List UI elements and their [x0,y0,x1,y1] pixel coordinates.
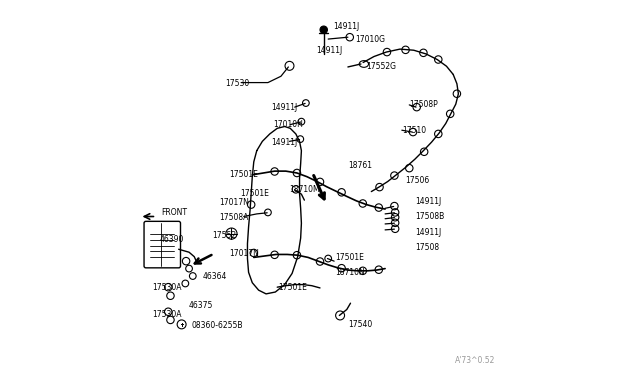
Text: 17552: 17552 [212,231,236,240]
Text: 18710M: 18710M [289,185,320,194]
Text: 17508P: 17508P [410,100,438,109]
Text: 17530A: 17530A [152,310,181,319]
Text: 17501E: 17501E [278,283,307,292]
Text: 17017N: 17017N [220,198,250,207]
Text: 17508B: 17508B [415,212,444,221]
Text: 17501E: 17501E [240,189,269,198]
Text: 17501E: 17501E [335,253,364,262]
Text: FRONT: FRONT [161,208,187,217]
Text: 17506: 17506 [405,176,429,185]
Text: 08360-6255B: 08360-6255B [191,321,243,330]
Text: 17508: 17508 [415,243,439,252]
Text: 17552G: 17552G [367,62,397,71]
Circle shape [320,26,328,33]
Text: 17530: 17530 [225,79,250,88]
Text: 18710N: 18710N [335,268,365,277]
Text: 17540: 17540 [348,320,372,329]
Text: 17530A: 17530A [152,283,181,292]
Text: 14911J: 14911J [316,46,342,55]
Text: 46364: 46364 [203,272,227,280]
Text: A'73^0.52: A'73^0.52 [454,356,495,365]
Text: 17010H: 17010H [273,120,303,129]
Text: 17508A: 17508A [220,213,249,222]
Text: 14911J: 14911J [271,103,298,112]
FancyBboxPatch shape [144,221,180,268]
Text: 17501E: 17501E [229,170,258,179]
Text: 46375: 46375 [189,301,213,310]
Text: 17010G: 17010G [355,35,385,44]
Text: 17017N: 17017N [229,249,259,258]
Text: 14911J: 14911J [333,22,359,31]
Text: 17510: 17510 [402,126,426,135]
Text: 14911J: 14911J [415,228,441,237]
Text: 14911J: 14911J [415,197,441,206]
Text: 18761: 18761 [348,161,372,170]
Text: 46390: 46390 [159,235,184,244]
Text: 14911J: 14911J [271,138,298,147]
